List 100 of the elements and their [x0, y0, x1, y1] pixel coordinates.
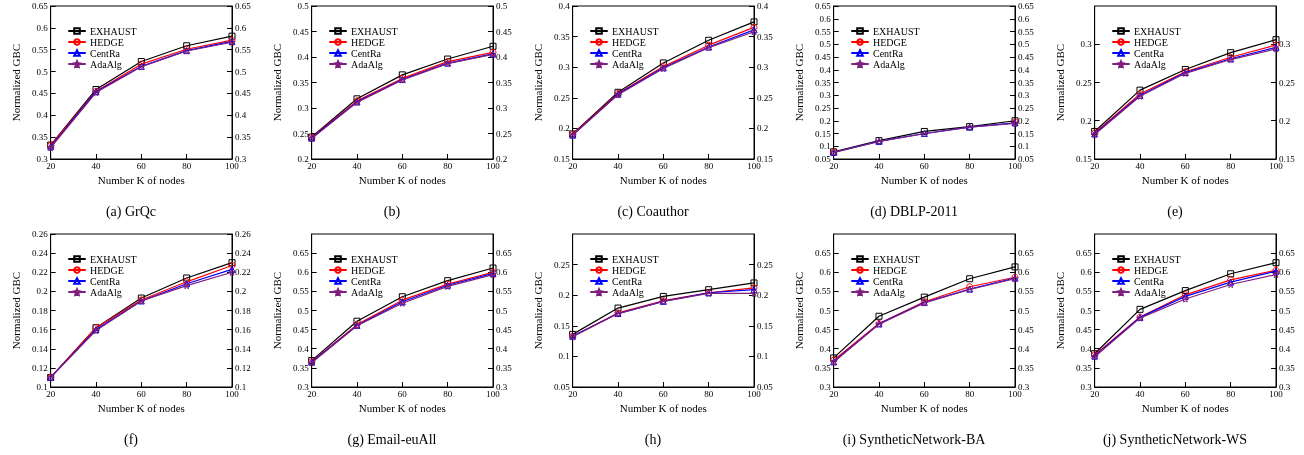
y-tick-label: 0.16	[31, 324, 49, 335]
y-tick-label: 0.4	[558, 1, 571, 11]
y-tick-label: 0.55	[292, 286, 310, 297]
y2-tick-label: 0.1	[757, 351, 769, 362]
y2-tick-label: 0.3	[1279, 382, 1291, 392]
y-tick-label: 0.15	[553, 154, 571, 164]
y-tick-label: 0.3	[819, 382, 832, 392]
y2-tick-label: 0.25	[1018, 103, 1035, 113]
y2-tick-label: 0.35	[1279, 362, 1296, 373]
y2-tick-label: 0.45	[496, 26, 513, 37]
x-axis-title: Number K of nodes	[880, 402, 968, 415]
y2-tick-label: 0.65	[1279, 248, 1296, 259]
y-tick-label: 0.65	[31, 1, 49, 11]
legend-label: EXHAUST	[612, 253, 659, 265]
legend-label: AdaAlg	[612, 286, 644, 298]
x-axis-title: Number K of nodes	[358, 402, 446, 415]
y2-tick-label: 0.25	[496, 128, 513, 139]
y-tick-label: 0.5	[297, 1, 310, 11]
y2-tick-label: 0.3	[496, 382, 508, 392]
legend-label: CentRa	[873, 275, 904, 287]
y-tick-label: 0.24	[31, 248, 49, 259]
y2-tick-label: 0.2	[496, 154, 508, 164]
x-axis-title: Number K of nodes	[1141, 402, 1229, 415]
y-tick-label: 0.35	[553, 31, 571, 42]
y-tick-label: 0.05	[553, 382, 571, 392]
y-tick-label: 0.15	[1075, 154, 1093, 164]
y2-tick-label: 0.6	[1018, 13, 1030, 24]
y2-tick-label: 0.14	[235, 343, 252, 354]
x-tick-label: 80	[965, 388, 975, 399]
y-tick-label: 0.4	[819, 64, 832, 75]
y2-tick-label: 0.45	[1279, 324, 1296, 335]
legend-label: AdaAlg	[873, 58, 905, 70]
x-tick-label: 40	[91, 388, 101, 399]
y2-tick-label: 0.15	[757, 320, 774, 331]
y2-tick-label: 0.4	[1018, 343, 1030, 354]
y-tick-label: 0.4	[297, 343, 310, 354]
y2-tick-label: 0.35	[496, 362, 513, 373]
x-tick-label: 80	[965, 160, 975, 171]
y2-tick-label: 0.65	[1018, 1, 1035, 11]
y-tick-label: 0.2	[36, 286, 48, 297]
legend-label: EXHAUST	[351, 253, 398, 265]
y2-tick-label: 0.55	[1018, 26, 1035, 37]
y-tick-label: 0.45	[31, 88, 49, 99]
x-tick-label: 40	[352, 388, 362, 399]
y2-tick-label: 0.6	[496, 267, 508, 278]
y-tick-label: 0.1	[558, 351, 570, 362]
x-tick-label: 60	[397, 388, 408, 399]
y-tick-label: 0.6	[819, 267, 832, 278]
y-tick-label: 0.45	[814, 324, 832, 335]
y-tick-label: 0.5	[36, 66, 49, 77]
y-tick-label: 0.55	[814, 286, 832, 297]
legend-label: CentRa	[612, 275, 643, 287]
y-tick-label: 0.2	[558, 290, 570, 301]
y-tick-label: 0.3	[819, 90, 832, 101]
y-tick-label: 0.12	[31, 362, 48, 373]
y-tick-label: 0.1	[36, 382, 48, 392]
y2-tick-label: 0.2	[1018, 115, 1030, 126]
y2-tick-label: 0.4	[757, 1, 769, 11]
legend-label: CentRa	[90, 275, 121, 287]
y2-tick-label: 0.26	[235, 229, 252, 239]
y-axis-title: Normalized GBC	[531, 43, 544, 122]
text: (f)	[124, 431, 139, 448]
text: (c) Coauthor	[617, 203, 689, 220]
legend-label: AdaAlg	[873, 286, 905, 298]
legend-label: AdaAlg	[351, 286, 383, 298]
y2-tick-label: 0.4	[496, 52, 508, 62]
y2-tick-label: 0.35	[235, 132, 252, 143]
legend-label: CentRa	[90, 47, 121, 59]
x-axis-title: Number K of nodes	[97, 174, 185, 187]
y-tick-label: 0.2	[297, 154, 309, 164]
legend-label: HEDGE	[351, 36, 385, 48]
y-tick-label: 0.3	[297, 103, 310, 113]
y-tick-label: 0.1	[819, 141, 831, 152]
y2-tick-label: 0.05	[757, 382, 774, 392]
text: (i) SyntheticNetwork-BA	[842, 431, 987, 448]
x-tick-label: 60	[658, 160, 669, 171]
y-axis-title: Normalized GBC	[9, 271, 22, 350]
x-axis-title: Number K of nodes	[1141, 174, 1229, 187]
y2-tick-label: 0.2	[235, 286, 247, 297]
legend-label: CentRa	[351, 47, 382, 59]
legend-label: AdaAlg	[90, 58, 122, 70]
y2-tick-label: 0.55	[235, 44, 252, 55]
y-tick-label: 0.65	[1075, 248, 1093, 259]
y2-tick-label: 0.16	[235, 324, 252, 335]
y-tick-label: 0.5	[819, 39, 832, 50]
y2-tick-label: 0.25	[757, 259, 774, 270]
y-tick-label: 0.65	[814, 1, 832, 11]
x-tick-label: 60	[1180, 388, 1191, 399]
legend-label: EXHAUST	[90, 253, 137, 265]
y-tick-label: 0.22	[31, 267, 48, 278]
y-tick-label: 0.55	[1075, 286, 1093, 297]
text: (d) DBLP-2011	[870, 203, 958, 220]
x-tick-label: 40	[874, 160, 884, 171]
y-tick-label: 0.6	[1080, 267, 1093, 278]
legend-label: HEDGE	[90, 36, 124, 48]
y2-tick-label: 0.22	[235, 267, 251, 278]
y-tick-label: 0.35	[814, 77, 832, 88]
y-tick-label: 0.18	[31, 305, 49, 316]
x-tick-label: 40	[1135, 160, 1145, 171]
y-tick-label: 0.45	[292, 26, 310, 37]
